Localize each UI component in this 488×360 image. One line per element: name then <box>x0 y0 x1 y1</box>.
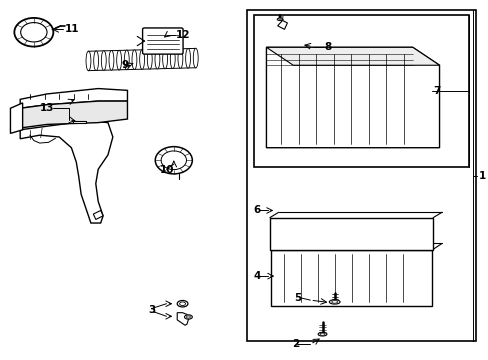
Ellipse shape <box>184 315 192 319</box>
Ellipse shape <box>170 49 175 68</box>
Polygon shape <box>10 103 22 134</box>
Text: 4: 4 <box>253 271 260 281</box>
Polygon shape <box>93 211 103 220</box>
FancyBboxPatch shape <box>142 28 183 54</box>
Bar <box>246 10 475 341</box>
Polygon shape <box>266 47 439 148</box>
Bar <box>269 218 432 250</box>
Ellipse shape <box>117 50 122 70</box>
Text: 12: 12 <box>176 30 190 40</box>
Ellipse shape <box>163 49 167 69</box>
Circle shape <box>161 151 186 170</box>
Text: 1: 1 <box>478 171 485 181</box>
Ellipse shape <box>124 50 129 70</box>
Ellipse shape <box>277 18 283 21</box>
Polygon shape <box>271 250 431 306</box>
Ellipse shape <box>318 332 326 336</box>
Text: 10: 10 <box>159 165 174 175</box>
Ellipse shape <box>177 301 187 307</box>
Polygon shape <box>266 47 439 65</box>
Polygon shape <box>177 313 188 325</box>
Ellipse shape <box>193 48 198 68</box>
Polygon shape <box>20 89 127 108</box>
Polygon shape <box>20 121 113 223</box>
Text: 3: 3 <box>148 305 155 315</box>
Polygon shape <box>73 121 86 123</box>
Polygon shape <box>20 101 127 128</box>
Ellipse shape <box>155 49 160 69</box>
Text: 5: 5 <box>294 293 301 303</box>
Text: 7: 7 <box>433 86 440 96</box>
Polygon shape <box>277 21 287 30</box>
Text: 13: 13 <box>40 103 54 113</box>
Ellipse shape <box>178 49 183 68</box>
Text: 6: 6 <box>253 206 260 216</box>
Text: 11: 11 <box>64 24 79 35</box>
Ellipse shape <box>320 333 325 335</box>
Ellipse shape <box>186 316 190 318</box>
Circle shape <box>20 23 47 42</box>
Text: 2: 2 <box>292 339 299 349</box>
Ellipse shape <box>329 300 339 304</box>
Text: 9: 9 <box>121 59 128 69</box>
Bar <box>254 15 468 167</box>
Circle shape <box>14 18 53 46</box>
Ellipse shape <box>185 48 190 68</box>
Ellipse shape <box>140 50 144 69</box>
Ellipse shape <box>179 302 185 306</box>
Ellipse shape <box>132 50 137 69</box>
Ellipse shape <box>147 49 152 69</box>
Ellipse shape <box>109 50 114 70</box>
Ellipse shape <box>331 301 337 303</box>
Text: 8: 8 <box>324 42 330 51</box>
Circle shape <box>155 147 192 174</box>
Ellipse shape <box>94 51 99 71</box>
Ellipse shape <box>86 51 91 71</box>
Ellipse shape <box>101 51 106 71</box>
